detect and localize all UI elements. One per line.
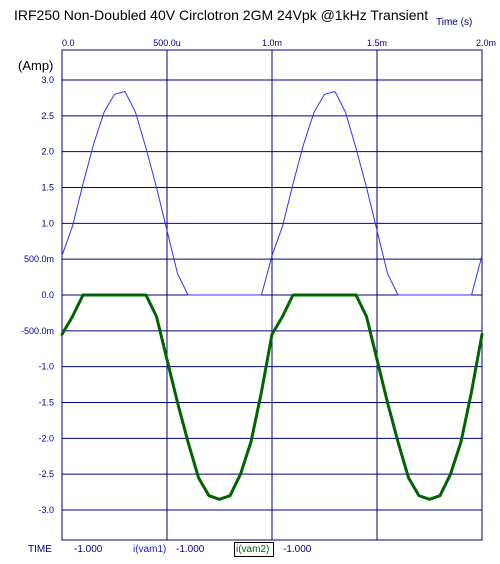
y-tick-label: -1.5 [38,398,54,408]
status-series2-selector[interactable] [234,542,274,557]
x-tick-label: 1.0m [262,38,282,48]
y-tick-label: 2.5 [41,111,54,121]
y-tick-label: -1.0 [38,362,54,372]
series-line-2 [60,293,484,501]
series-line-1 [61,91,483,296]
y-tick-label: 2.0 [41,147,54,157]
y-axis-label: (Amp) [18,58,54,73]
y-tick-label: -3.0 [38,505,54,515]
status-series1-value: -1.000 [176,544,205,555]
x-tick-label: 1.5m [367,38,387,48]
y-tick-label: 0.0 [41,290,54,300]
y-tick-label: -2.0 [38,433,54,443]
grid-lines [62,50,482,540]
status-series2-label[interactable]: i(vam2) [236,544,270,555]
y-tick-label: -2.5 [38,469,54,479]
chart-title: IRF250 Non-Doubled 40V Circlotron 2GM 24… [14,7,429,23]
y-tick-label: 3.0 [41,75,54,85]
x-tick-label: 500.0u [153,38,181,48]
series-lines [60,91,484,501]
tick-labels: 0.0 500.0u 1.0m 1.5m 2.0m 3.0 2.5 2.0 1.5 1.0 500.… [21,38,496,515]
x-tick-label: 0.0 [62,38,75,48]
y-tick-label: 1.0 [41,218,54,228]
x-tick-label: 2.0m [476,38,496,48]
status-series1-label[interactable]: i(vam1) [133,544,167,555]
y-tick-label: -500.0m [21,326,54,336]
status-series2-value: -1.000 [283,544,312,555]
y-tick-label: 500.0m [24,254,54,264]
x-axis-label: Time (s) [436,17,473,28]
status-time-label: TIME [28,544,52,555]
y-tick-label: 1.5 [41,183,54,193]
status-time-value: -1.000 [74,544,103,555]
